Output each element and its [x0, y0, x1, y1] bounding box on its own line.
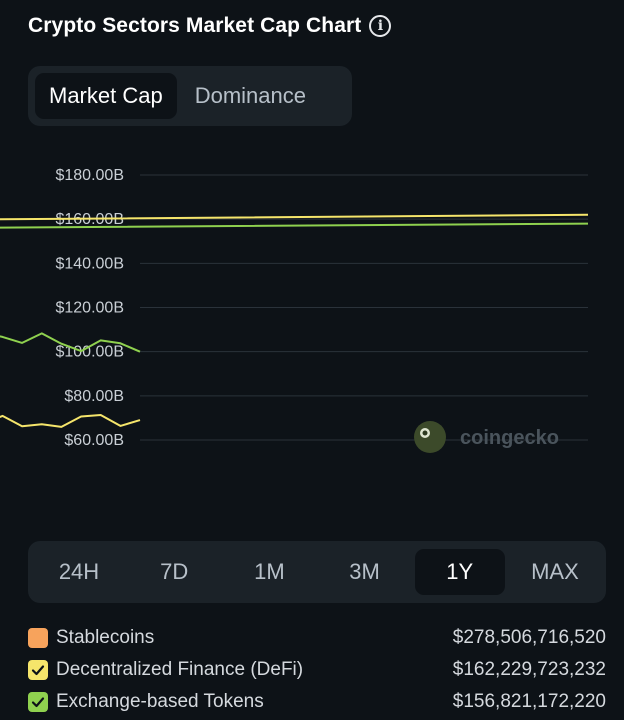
- chart-title: Crypto Sectors Market Cap Chart: [28, 14, 362, 37]
- legend-label: Stablecoins: [56, 627, 155, 648]
- coingecko-gecko-logo: [414, 421, 446, 453]
- range-1m-button[interactable]: 1M: [254, 559, 285, 584]
- series-line-exchange-based-tokens: [0, 222, 589, 353]
- info-icon[interactable]: i: [369, 15, 392, 37]
- view-toggle: Market Cap Dominance: [28, 66, 352, 126]
- y-axis-ticks: $180.00B$160.00B$140.00B$120.00B$100.00B…: [55, 167, 124, 449]
- checkmark-icon: [31, 697, 45, 708]
- y-tick-label: $160.00B: [55, 211, 124, 228]
- defi-checkbox[interactable]: [28, 660, 48, 680]
- legend-item-defi[interactable]: Decentralized Finance (DeFi) $162,229,72…: [28, 654, 606, 686]
- y-tick-label: $140.00B: [55, 255, 124, 272]
- exchange-tokens-checkbox[interactable]: [28, 692, 48, 712]
- legend-item-exchange-tokens[interactable]: Exchange-based Tokens $156,821,172,220: [28, 686, 606, 718]
- range-1y-button[interactable]: 1Y: [414, 549, 505, 595]
- legend-value: $162,229,723,232: [452, 659, 606, 680]
- checkmark-icon: [31, 665, 45, 676]
- y-tick-label: $80.00B: [64, 388, 124, 405]
- legend-value: $278,506,716,520: [452, 627, 606, 648]
- chart-header: Crypto Sectors Market Cap Chart i: [28, 14, 392, 38]
- range-7d-button[interactable]: 7D: [160, 559, 189, 584]
- market-cap-chart: $180.00B$160.00B$140.00B$120.00B$100.00B…: [0, 167, 589, 453]
- stablecoins-checkbox[interactable]: [28, 628, 48, 648]
- coingecko-watermark: coingecko: [414, 421, 559, 453]
- watermark-text: coingecko: [460, 427, 559, 449]
- y-tick-label: $180.00B: [55, 167, 124, 184]
- range-max-button[interactable]: MAX: [531, 559, 579, 584]
- y-tick-label: $120.00B: [55, 300, 124, 317]
- range-3m-button[interactable]: 3M: [349, 559, 380, 584]
- legend-value: $156,821,172,220: [452, 691, 606, 712]
- legend-item-stablecoins[interactable]: Stablecoins $278,506,716,520: [28, 622, 606, 654]
- tab-dominance[interactable]: Dominance: [194, 83, 306, 108]
- y-tick-label: $60.00B: [64, 432, 124, 449]
- legend-label: Decentralized Finance (DeFi): [56, 659, 304, 680]
- chart-legend: Stablecoins $278,506,716,520 Decentraliz…: [28, 622, 606, 718]
- tab-market-cap[interactable]: Market Cap: [35, 73, 177, 119]
- time-range-selector: 24H 7D 1M 3M 1Y MAX: [28, 541, 606, 603]
- gecko-pupil: [422, 430, 428, 436]
- range-24h-button[interactable]: 24H: [58, 559, 100, 584]
- chart-gridlines: [140, 174, 588, 441]
- legend-label: Exchange-based Tokens: [56, 691, 264, 712]
